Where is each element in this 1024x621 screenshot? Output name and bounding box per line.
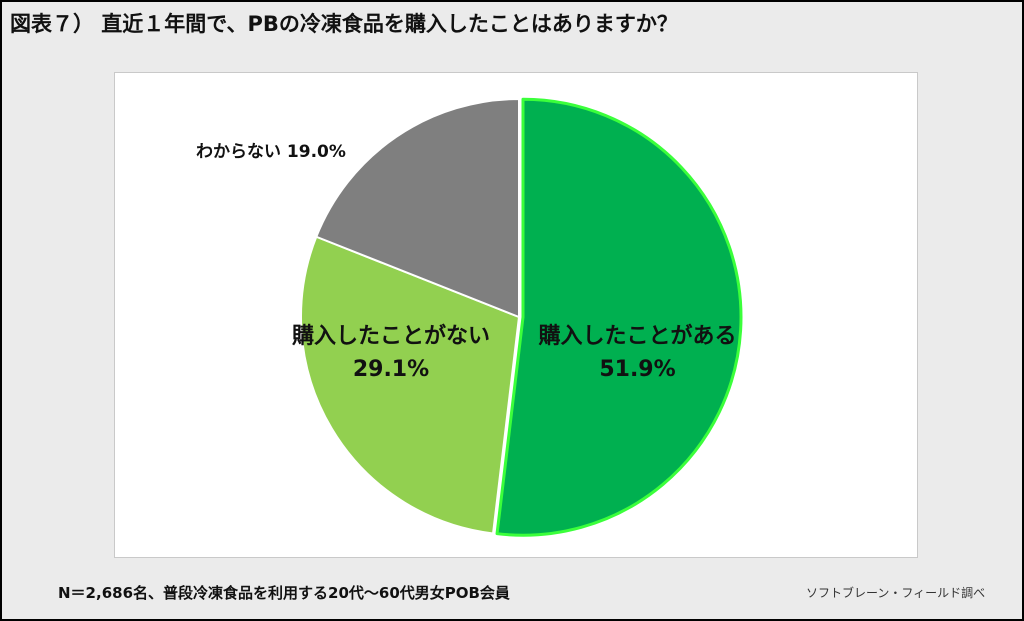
slice-label-unknown-name: わからない [196,142,281,162]
footnote: N＝2,686名、普段冷凍食品を利用する20代〜60代男女POB会員 [58,584,510,602]
slice-label-purchased-value: 51.9% [599,357,676,382]
slice-label-not-purchased: 購入したことがない 29.1% [276,320,506,386]
slice-label-unknown: わからない 19.0% [196,136,346,169]
slice-label-purchased: 購入したことがある 51.9% [525,320,750,386]
pie-slice-purchased [495,97,743,537]
slice-label-purchased-name: 購入したことがある [538,324,737,349]
slice-label-not-purchased-name: 購入したことがない [291,324,490,349]
chart-title: 図表７） 直近１年間で、PBの冷凍食品を購入したことはありますか？ [10,12,678,36]
slice-label-unknown-value: 19.0% [286,142,346,162]
source-note: ソフトブレーン・フィールド調べ [806,586,986,600]
pie-slice-not-purchased [300,235,520,535]
slice-label-not-purchased-value: 29.1% [352,357,430,382]
plot-area [114,72,918,558]
pie-chart [300,97,743,537]
pie-slice-unknown [315,98,520,318]
